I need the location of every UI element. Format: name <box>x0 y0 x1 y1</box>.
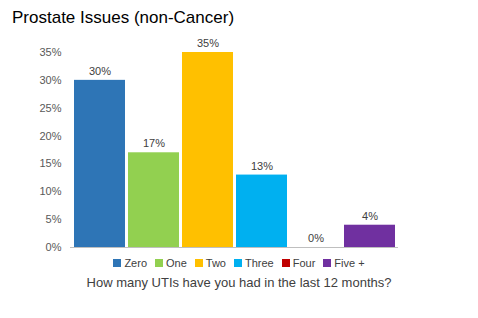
svg-text:0%: 0% <box>308 232 324 244</box>
svg-text:35%: 35% <box>197 37 219 49</box>
svg-text:25%: 25% <box>39 102 61 114</box>
html-text:One: One <box>166 257 187 269</box>
html-text:Prostate Issues (non-Cancer): Prostate Issues (non-Cancer) <box>12 8 234 27</box>
svg-text:5%: 5% <box>46 213 62 225</box>
svg-text:35%: 35% <box>39 46 61 58</box>
svg-text:0%: 0% <box>46 241 62 253</box>
svg-text:30%: 30% <box>89 65 111 77</box>
html-text:Five +: Five + <box>334 257 365 269</box>
svg-text:4%: 4% <box>362 210 378 222</box>
html-text:Three: Three <box>245 257 274 269</box>
html-text:Zero: Zero <box>124 257 147 269</box>
svg-text:20%: 20% <box>39 130 61 142</box>
html-text:How many UTIs have you had in: How many UTIs have you had in the last 1… <box>86 275 392 290</box>
svg-text:30%: 30% <box>39 74 61 86</box>
svg-text:10%: 10% <box>39 185 61 197</box>
svg-text:17%: 17% <box>143 137 165 149</box>
html-text:Two: Two <box>205 257 226 269</box>
svg-text:15%: 15% <box>39 157 61 169</box>
html-text:Four: Four <box>292 257 316 269</box>
svg-text:13%: 13% <box>251 160 273 172</box>
